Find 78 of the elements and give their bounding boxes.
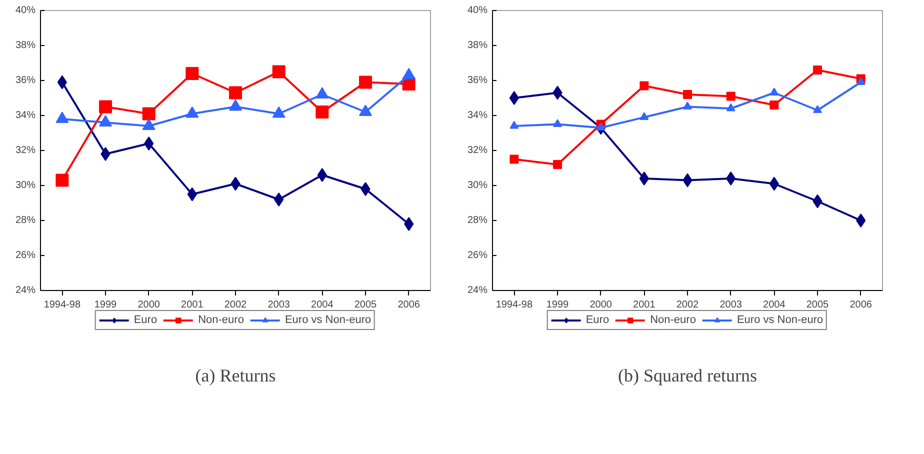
point bbox=[813, 66, 822, 74]
point bbox=[726, 92, 736, 101]
point bbox=[640, 81, 649, 90]
legend-label: Euro bbox=[134, 314, 158, 326]
point bbox=[856, 214, 866, 228]
point bbox=[229, 86, 242, 100]
x-tick-label: 2006 bbox=[850, 300, 872, 310]
legend-label: Non-euro bbox=[198, 314, 244, 326]
y-tick-label: 36% bbox=[467, 75, 488, 86]
x-tick-label: 2004 bbox=[311, 300, 334, 310]
point bbox=[726, 172, 736, 186]
y-tick-label: 34% bbox=[467, 110, 488, 121]
x-tick-label: 1994-98 bbox=[496, 300, 533, 310]
legend-label: Non-euro bbox=[650, 314, 696, 326]
point bbox=[144, 136, 154, 150]
y-tick-label: 38% bbox=[467, 40, 488, 51]
y-tick-label: 28% bbox=[15, 215, 36, 226]
y-tick-label: 30% bbox=[15, 180, 36, 191]
y-tick-label: 36% bbox=[15, 75, 36, 86]
point bbox=[317, 168, 327, 182]
y-tick-label: 24% bbox=[15, 285, 36, 296]
x-tick-label: 2006 bbox=[398, 300, 420, 310]
y-tick-label: 30% bbox=[467, 180, 488, 191]
x-tick-label: 1994-98 bbox=[44, 300, 81, 310]
point bbox=[56, 174, 69, 187]
point bbox=[813, 105, 822, 114]
y-tick-label: 32% bbox=[15, 145, 36, 156]
x-tick-label: 2000 bbox=[590, 300, 612, 310]
point bbox=[640, 112, 649, 120]
point bbox=[510, 154, 519, 164]
y-tick-label: 26% bbox=[467, 250, 488, 261]
point bbox=[856, 77, 866, 86]
point bbox=[359, 76, 372, 89]
x-tick-label: 1999 bbox=[94, 300, 118, 310]
point bbox=[553, 119, 562, 128]
legend-label: Euro vs Non-euro bbox=[736, 314, 824, 326]
point bbox=[639, 172, 649, 186]
x-tick-label: 2002 bbox=[676, 300, 700, 310]
point bbox=[596, 122, 606, 131]
point bbox=[509, 91, 519, 105]
point bbox=[683, 102, 692, 110]
x-tick-label: 2005 bbox=[806, 300, 830, 310]
point bbox=[553, 160, 562, 169]
x-tick-label: 2003 bbox=[268, 300, 290, 310]
point bbox=[272, 65, 286, 78]
point bbox=[404, 217, 414, 231]
point bbox=[99, 100, 112, 114]
x-tick-label: 2002 bbox=[224, 300, 248, 310]
point bbox=[142, 107, 156, 120]
y-tick-label: 34% bbox=[15, 110, 36, 121]
legend-label: Euro bbox=[586, 314, 610, 326]
point bbox=[186, 67, 199, 80]
y-tick-label: 26% bbox=[15, 250, 36, 261]
y-tick-label: 28% bbox=[467, 215, 488, 226]
text: (a) Returns bbox=[195, 365, 276, 386]
point bbox=[770, 88, 779, 96]
point bbox=[510, 120, 519, 129]
point bbox=[726, 103, 736, 112]
point bbox=[770, 100, 779, 110]
y-tick-label: 24% bbox=[467, 285, 488, 296]
legend-label: Euro vs Non-euro bbox=[284, 314, 372, 326]
text: (b) Squared returns bbox=[618, 365, 757, 386]
point bbox=[360, 182, 370, 196]
x-tick-label: 2004 bbox=[763, 300, 786, 310]
y-tick-label: 38% bbox=[15, 40, 36, 51]
point bbox=[683, 90, 692, 99]
x-tick-label: 2000 bbox=[138, 300, 160, 310]
point bbox=[316, 106, 329, 118]
x-tick-label: 2003 bbox=[720, 300, 742, 310]
y-tick-label: 32% bbox=[467, 145, 488, 156]
x-tick-label: 1999 bbox=[546, 300, 570, 310]
y-tick-label: 40% bbox=[15, 5, 36, 16]
x-tick-label: 2005 bbox=[354, 300, 378, 310]
x-tick-label: 2001 bbox=[633, 300, 656, 310]
point bbox=[274, 192, 284, 206]
y-tick-label: 40% bbox=[467, 5, 488, 16]
x-tick-label: 2001 bbox=[181, 300, 204, 310]
point bbox=[100, 147, 110, 161]
